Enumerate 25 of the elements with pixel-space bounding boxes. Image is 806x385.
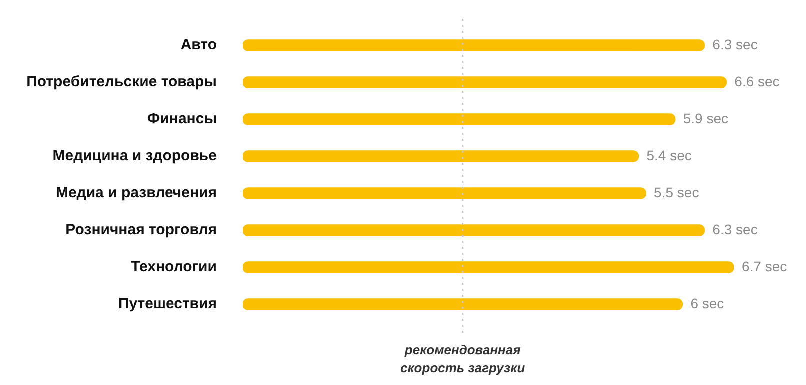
data-label: 6.7 sec <box>742 258 788 274</box>
bar <box>243 76 727 88</box>
data-label: 5.5 sec <box>654 184 700 200</box>
data-label: 5.4 sec <box>646 147 692 164</box>
ref-line-label: рекомендованная скорость загрузки <box>400 342 526 376</box>
bar <box>243 150 640 162</box>
data-label: 5.9 sec <box>683 110 729 126</box>
bar <box>243 114 676 126</box>
bar <box>243 298 684 310</box>
y-tick-label: Финансы <box>147 110 217 128</box>
y-tick-label: Путешествия <box>118 296 217 313</box>
data-label: 6.6 sec <box>734 73 780 90</box>
y-tick-label: Авто <box>180 36 217 54</box>
bar <box>243 224 706 236</box>
data-label: 6 sec <box>690 295 724 312</box>
data-label: 6.3 sec <box>712 36 758 52</box>
bar <box>243 262 734 274</box>
y-tick-label: Розничная торговля <box>66 222 217 239</box>
y-tick-label: Медицина и здоровье <box>52 148 217 165</box>
y-tick-label: Потребительские товары <box>26 74 217 91</box>
bar <box>243 40 706 52</box>
data-label: 6.3 sec <box>712 221 758 238</box>
bar <box>243 188 646 200</box>
y-tick-label: Медиа и развлечения <box>56 184 217 202</box>
y-tick-label: Технологии <box>131 258 217 276</box>
